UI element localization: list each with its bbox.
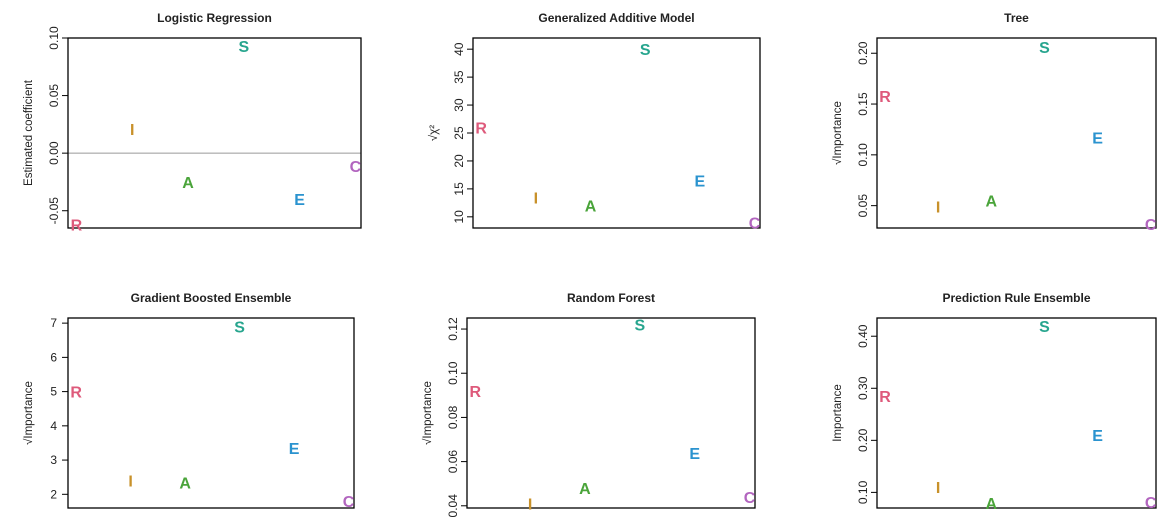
y-tick-label: 0.10 — [856, 480, 870, 504]
data-point-E: E — [1092, 428, 1103, 445]
y-axis-label: Importance — [832, 384, 844, 442]
data-point-I: I — [130, 122, 134, 139]
y-axis-label: √Importance — [831, 101, 844, 165]
panel-title: Random Forest — [567, 291, 655, 305]
y-tick-label: 0.30 — [856, 376, 870, 400]
chart-panel-4: Gradient Boosted Ensemble 2 3 4 5 6 7 √Importan… — [22, 291, 355, 511]
panel-title: Tree — [1004, 11, 1029, 25]
data-point-I: I — [936, 480, 940, 497]
data-point-A: A — [585, 199, 597, 216]
y-axis-label: √Importance — [22, 381, 35, 445]
y-tick-label: 0.20 — [856, 428, 870, 452]
data-point-I: I — [936, 200, 940, 217]
y-tick-label: 0.12 — [446, 317, 460, 341]
y-tick-label: 0.06 — [446, 450, 460, 474]
y-tick-label: 0.20 — [856, 41, 870, 65]
data-point-R: R — [879, 89, 891, 106]
data-point-S: S — [640, 42, 651, 59]
data-point-S: S — [238, 39, 249, 56]
data-point-R: R — [469, 384, 481, 401]
y-tick-label: -0.05 — [47, 197, 61, 225]
plot-frame — [876, 317, 1157, 509]
panel-title: Generalized Additive Model — [538, 11, 694, 25]
panel-title: Prediction Rule Ensemble — [942, 291, 1090, 305]
data-point-I: I — [528, 497, 532, 514]
y-tick-label: 0.15 — [856, 92, 870, 116]
chart-panel-1: Logistic Regression -0.05 0.00 0.05 0.10 Esti… — [23, 11, 362, 235]
data-point-A: A — [985, 496, 997, 513]
y-tick-label: 0.10 — [446, 361, 460, 385]
data-point-C: C — [343, 494, 355, 511]
plot-frame — [876, 37, 1157, 229]
y-tick-label: 0.10 — [47, 26, 61, 50]
y-tick-label: 30 — [452, 98, 466, 112]
data-point-E: E — [1092, 131, 1103, 148]
y-tick-label: 6 — [50, 350, 57, 364]
data-point-A: A — [179, 475, 191, 492]
y-tick-label: 15 — [452, 182, 466, 196]
y-tick-label: 0.00 — [47, 141, 61, 165]
data-point-R: R — [879, 389, 891, 406]
data-point-C: C — [350, 159, 362, 176]
y-tick-label: 25 — [452, 126, 466, 140]
y-tick-label: 0.10 — [856, 143, 870, 167]
y-axis-label: √χ² — [427, 125, 440, 141]
chart-panel-2: Generalized Additive Model 10 15 20 25 30 35 40… — [427, 11, 761, 232]
data-point-A: A — [182, 175, 194, 192]
y-tick-label: 2 — [50, 487, 57, 501]
data-point-I: I — [128, 474, 132, 491]
chart-panel-3: Tree 0.05 0.10 0.15 0.20 √Importance R I A S E C — [831, 11, 1157, 234]
data-point-R: R — [71, 218, 83, 235]
plot-frame — [466, 317, 756, 509]
y-tick-label: 0.04 — [446, 494, 460, 517]
y-tick-label: 7 — [50, 316, 57, 330]
y-axis-label: Estimated coefficient — [23, 79, 35, 186]
plot-frame — [67, 37, 362, 229]
data-point-S: S — [234, 320, 245, 337]
y-tick-label: 0.05 — [856, 194, 870, 218]
data-point-C: C — [744, 490, 756, 507]
y-tick-label: 3 — [50, 453, 57, 467]
data-point-A: A — [579, 481, 591, 498]
data-point-C: C — [1145, 217, 1157, 234]
data-point-I: I — [534, 190, 538, 207]
data-point-S: S — [1039, 319, 1050, 336]
y-tick-label: 4 — [50, 419, 57, 433]
data-point-R: R — [70, 385, 82, 402]
data-point-E: E — [695, 174, 706, 191]
y-tick-label: 20 — [452, 154, 466, 168]
plot-frame — [472, 37, 761, 229]
data-point-C: C — [1145, 495, 1157, 512]
y-tick-label: 5 — [50, 385, 57, 399]
chart-panel-5: Random Forest 0.04 0.06 0.08 0.10 0.12 √Import… — [421, 291, 756, 517]
panel-title: Logistic Regression — [157, 11, 272, 25]
chart-panel-6: Prediction Rule Ensemble 0.10 0.20 0.30 0.40… — [832, 291, 1157, 513]
data-point-S: S — [634, 318, 645, 335]
data-point-A: A — [985, 194, 997, 211]
y-tick-label: 0.40 — [856, 324, 870, 348]
panel-title: Gradient Boosted Ensemble — [131, 291, 292, 305]
y-tick-label: 0.05 — [47, 84, 61, 108]
data-point-C: C — [749, 215, 761, 232]
data-point-E: E — [689, 446, 700, 463]
y-tick-label: 10 — [452, 210, 466, 224]
y-axis-label: √Importance — [421, 381, 434, 445]
data-point-S: S — [1039, 40, 1050, 57]
data-point-R: R — [475, 120, 487, 137]
plot-frame — [67, 317, 355, 509]
y-tick-label: 40 — [452, 42, 466, 56]
data-point-E: E — [289, 441, 300, 458]
y-tick-label: 0.08 — [446, 405, 460, 429]
y-tick-label: 35 — [452, 70, 466, 84]
data-point-E: E — [294, 192, 305, 209]
